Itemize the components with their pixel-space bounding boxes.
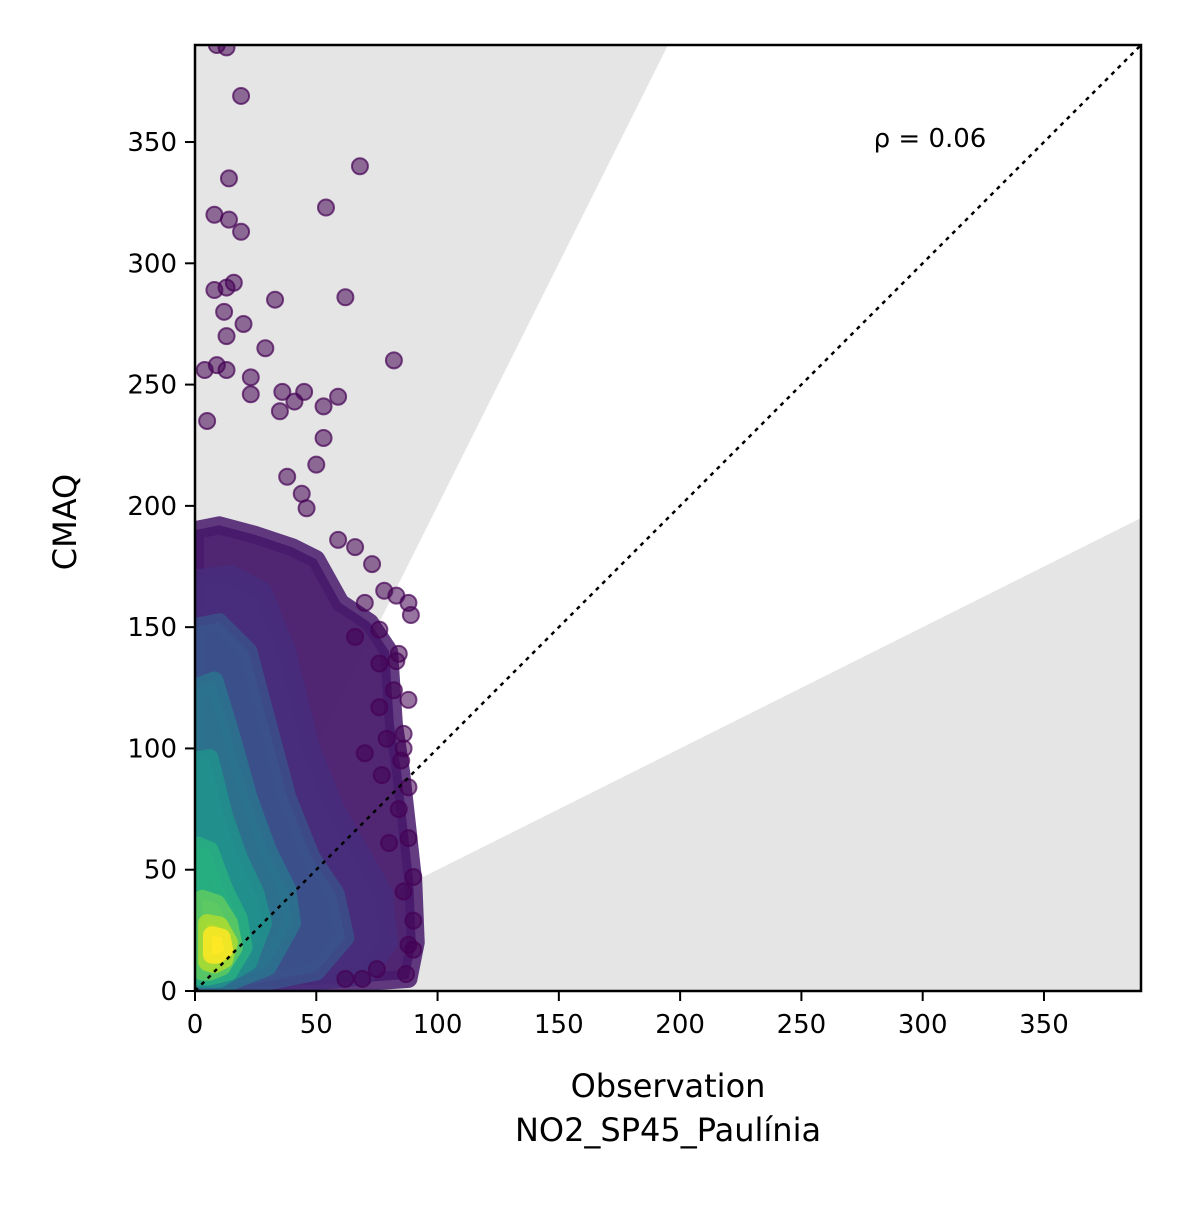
data-point [314, 397, 333, 416]
data-point [336, 969, 355, 988]
data-point [389, 800, 408, 819]
data-point [384, 681, 403, 700]
data-point [219, 210, 238, 229]
data-point [297, 499, 316, 518]
data-point [399, 778, 418, 797]
data-point [404, 867, 423, 886]
data-point [217, 45, 236, 57]
y-tick-label: 100 [127, 734, 177, 764]
x-tick-label: 0 [187, 1010, 204, 1040]
data-point [270, 402, 289, 421]
data-point [232, 222, 251, 241]
plot-frame [193, 43, 1143, 993]
density-cloud [195, 516, 425, 991]
data-point [314, 428, 333, 447]
density-band-8 [202, 926, 234, 964]
data-point [372, 766, 391, 785]
data-point [355, 593, 374, 612]
y-tick-label: 350 [127, 128, 177, 158]
data-point [256, 339, 275, 358]
data-point [329, 387, 348, 406]
reference-line-layer [195, 45, 1141, 991]
data-point [198, 411, 217, 430]
data-point [363, 555, 382, 574]
data-point [370, 620, 389, 639]
data-point [399, 690, 418, 709]
x-tick-label: 250 [777, 1010, 827, 1040]
data-point [316, 198, 335, 217]
data-point [285, 392, 304, 411]
data-point [355, 744, 374, 763]
x-axis-sublabel: NO2_SP45_Paulínia [515, 1111, 821, 1149]
one-to-one-line [195, 45, 1141, 991]
x-tick-label: 300 [898, 1010, 948, 1040]
data-point [205, 280, 224, 299]
data-point [350, 157, 369, 176]
data-point [307, 455, 326, 474]
data-point [353, 969, 372, 988]
data-point [346, 538, 365, 557]
data-point [217, 327, 236, 346]
data-point [273, 382, 292, 401]
y-tick-label: 200 [127, 492, 177, 522]
data-point [232, 86, 251, 105]
y-tick-label: 300 [127, 249, 177, 279]
data-point [329, 530, 348, 549]
correlation-annotation: ρ = 0.06 [874, 124, 987, 154]
data-point [377, 729, 396, 748]
data-point [380, 834, 399, 853]
data-point [234, 314, 253, 333]
y-axis-ticks: 0 50 100 150 200 250 300 350 [127, 128, 195, 1007]
x-tick-label: 200 [655, 1010, 705, 1040]
x-axis-ticks: 0 50 100 150 200 250 300 350 [187, 991, 1069, 1040]
data-point [397, 965, 416, 984]
data-point [401, 606, 420, 625]
x-axis-label: Observation [571, 1067, 766, 1105]
y-tick-label: 0 [160, 977, 177, 1007]
data-point [399, 829, 418, 848]
x-tick-label: 50 [300, 1010, 333, 1040]
y-axis-label: CMAQ [46, 474, 84, 570]
data-point [336, 288, 355, 307]
data-point [241, 385, 260, 404]
data-point [278, 467, 297, 486]
y-tick-label: 150 [127, 613, 177, 643]
data-point [367, 960, 386, 979]
data-point [346, 627, 365, 646]
data-point [404, 911, 423, 930]
x-tick-label: 100 [413, 1010, 463, 1040]
data-point [370, 698, 389, 717]
data-point [266, 290, 285, 309]
x-tick-label: 150 [534, 1010, 584, 1040]
data-point [394, 882, 413, 901]
shaded-region-lower [195, 518, 1141, 991]
data-point [219, 169, 238, 188]
data-point [387, 652, 406, 671]
x-tick-label: 350 [1019, 1010, 1069, 1040]
data-point [392, 751, 411, 770]
y-tick-label: 250 [127, 371, 177, 401]
data-point [384, 351, 403, 370]
data-point [217, 361, 236, 380]
scatter-points [195, 45, 423, 988]
data-point [215, 302, 234, 321]
data-point [404, 940, 423, 959]
data-point [370, 654, 389, 673]
data-point [241, 368, 260, 387]
y-tick-label: 50 [144, 856, 177, 886]
